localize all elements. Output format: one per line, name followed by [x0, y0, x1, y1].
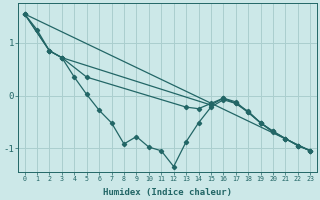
X-axis label: Humidex (Indice chaleur): Humidex (Indice chaleur)	[103, 188, 232, 197]
